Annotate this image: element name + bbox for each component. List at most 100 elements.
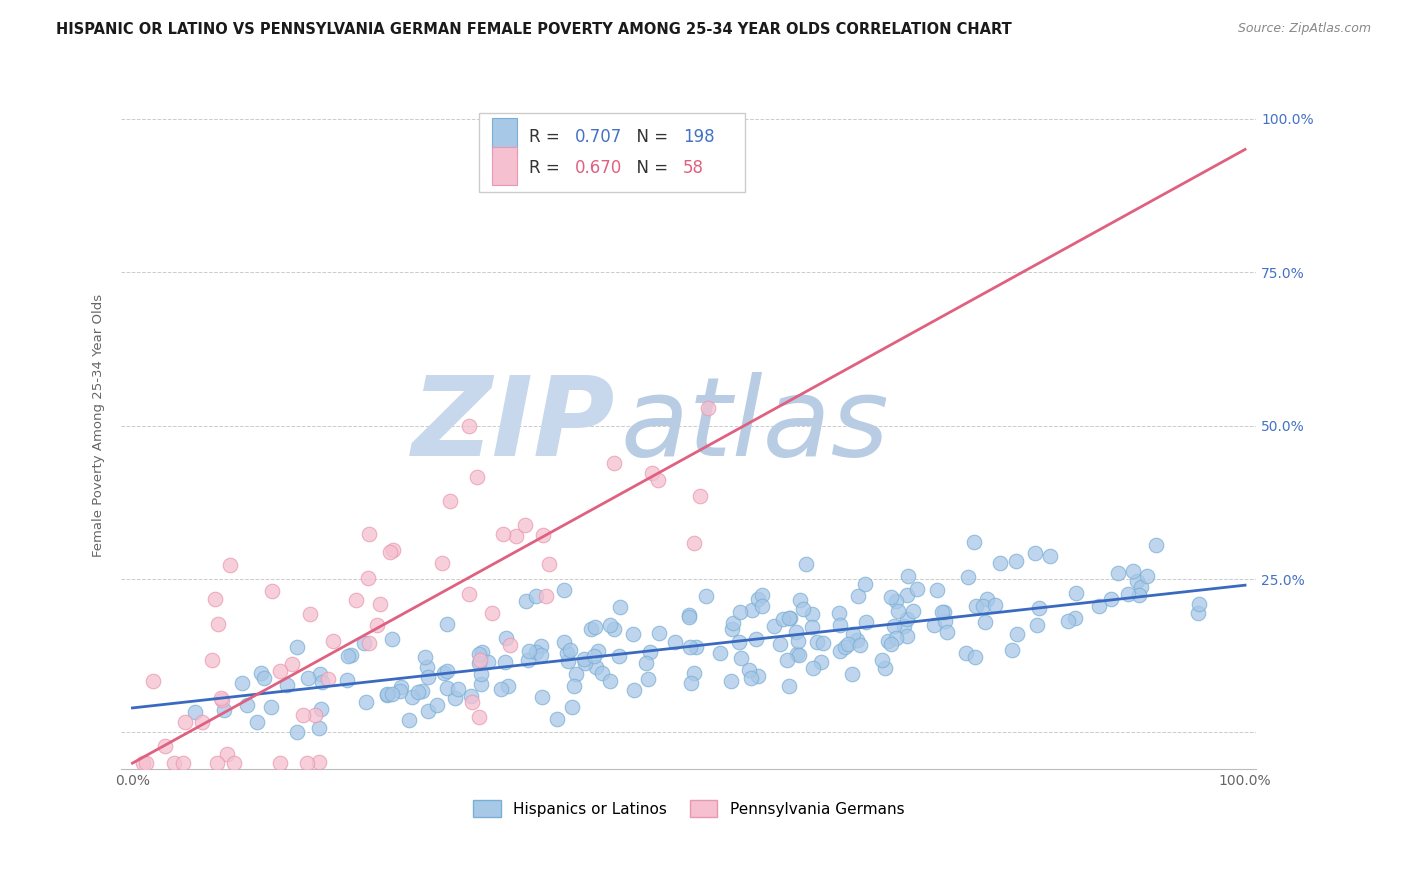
Point bbox=[984, 598, 1007, 612]
Point bbox=[603, 456, 626, 470]
Point bbox=[880, 637, 903, 651]
Point bbox=[173, 714, 195, 729]
Point bbox=[494, 655, 516, 669]
Point bbox=[786, 647, 808, 661]
Point bbox=[135, 756, 157, 771]
Point bbox=[295, 756, 318, 771]
Point bbox=[356, 695, 378, 709]
Point bbox=[1125, 574, 1147, 588]
Point bbox=[447, 681, 470, 696]
Point bbox=[534, 589, 557, 603]
Point bbox=[132, 756, 155, 771]
Point bbox=[682, 665, 704, 680]
Point bbox=[1064, 585, 1087, 599]
Point bbox=[565, 667, 588, 681]
Point bbox=[470, 677, 492, 691]
Point bbox=[582, 649, 605, 664]
Point bbox=[299, 607, 322, 622]
Point bbox=[381, 632, 404, 647]
Point bbox=[896, 588, 918, 602]
Point bbox=[585, 660, 607, 674]
Point bbox=[599, 617, 621, 632]
Point bbox=[972, 599, 994, 614]
Point bbox=[524, 644, 547, 658]
Point bbox=[574, 656, 596, 670]
Point bbox=[973, 615, 995, 630]
Point bbox=[721, 622, 744, 636]
Point bbox=[963, 649, 986, 664]
Point bbox=[800, 620, 823, 634]
Point bbox=[1005, 627, 1028, 641]
Point bbox=[311, 701, 333, 715]
Point bbox=[727, 635, 749, 649]
Point bbox=[287, 725, 309, 739]
Point bbox=[416, 704, 439, 718]
Point bbox=[460, 689, 482, 703]
Point bbox=[207, 617, 229, 632]
Point bbox=[495, 631, 517, 645]
Point bbox=[1064, 611, 1087, 625]
Point bbox=[432, 557, 454, 571]
Point bbox=[1028, 601, 1050, 615]
Text: N =: N = bbox=[626, 159, 673, 177]
Point bbox=[218, 558, 240, 573]
Point bbox=[901, 604, 924, 618]
Point bbox=[745, 632, 768, 646]
Point bbox=[886, 604, 908, 618]
Text: R =: R = bbox=[529, 159, 565, 177]
Point bbox=[489, 682, 512, 697]
Point bbox=[931, 606, 953, 620]
Point bbox=[648, 625, 671, 640]
Point bbox=[800, 607, 823, 621]
Point bbox=[955, 646, 977, 660]
Point bbox=[378, 545, 401, 559]
Point bbox=[683, 535, 706, 549]
Point bbox=[880, 590, 903, 604]
Point bbox=[637, 672, 659, 686]
Point bbox=[546, 712, 568, 726]
Point bbox=[215, 747, 238, 761]
Point bbox=[609, 600, 631, 615]
Point bbox=[778, 611, 800, 625]
Point bbox=[846, 633, 869, 648]
Point bbox=[664, 635, 686, 649]
Point bbox=[685, 640, 707, 655]
Point bbox=[426, 698, 449, 713]
Point bbox=[897, 569, 920, 583]
Point bbox=[519, 643, 541, 657]
Point bbox=[253, 671, 276, 685]
Point bbox=[689, 490, 711, 504]
Point bbox=[553, 634, 575, 648]
Point bbox=[794, 557, 817, 571]
Text: 198: 198 bbox=[683, 128, 714, 146]
Point bbox=[153, 739, 176, 753]
Point bbox=[297, 671, 319, 685]
Point bbox=[828, 606, 851, 620]
Point bbox=[849, 638, 872, 652]
Point bbox=[741, 603, 763, 617]
Point bbox=[1188, 597, 1211, 611]
Point bbox=[375, 689, 398, 703]
Point bbox=[1122, 564, 1144, 578]
Point bbox=[436, 617, 458, 632]
Point bbox=[291, 708, 314, 723]
Point bbox=[388, 684, 411, 698]
Point bbox=[579, 622, 602, 636]
Point bbox=[789, 592, 811, 607]
Point bbox=[811, 636, 834, 650]
Point bbox=[956, 570, 979, 584]
Point bbox=[308, 722, 330, 736]
Point bbox=[515, 594, 537, 608]
Point bbox=[553, 582, 575, 597]
Point bbox=[792, 602, 814, 616]
Point bbox=[142, 674, 165, 689]
Point bbox=[751, 588, 773, 602]
Point bbox=[413, 650, 436, 665]
Point bbox=[398, 714, 420, 728]
Point bbox=[467, 657, 489, 671]
Point bbox=[191, 714, 214, 729]
Point bbox=[787, 648, 810, 663]
Point bbox=[623, 682, 645, 697]
Point bbox=[381, 687, 404, 701]
Point bbox=[406, 685, 429, 699]
